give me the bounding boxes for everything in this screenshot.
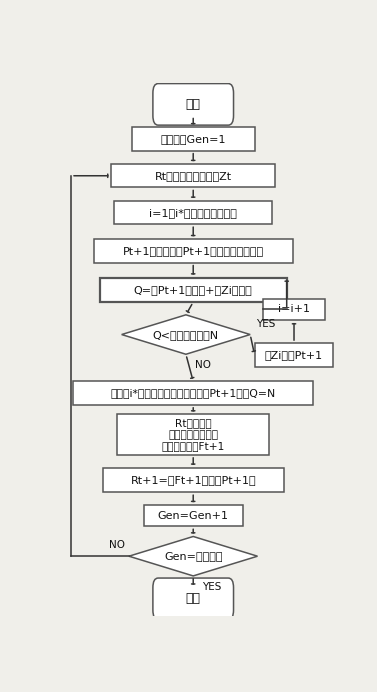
Text: Rt分层成非支配集合Zt: Rt分层成非支配集合Zt [155,171,232,181]
Text: 结束: 结束 [186,592,201,606]
Text: Q<精英保留个数N: Q<精英保留个数N [153,329,219,340]
Text: Gen=Gen+1: Gen=Gen+1 [158,511,229,520]
FancyBboxPatch shape [114,201,272,224]
Text: NO: NO [109,540,125,550]
Text: Rt剩余个体
选择、交叉、变异
生成子代种群Ft+1: Rt剩余个体 选择、交叉、变异 生成子代种群Ft+1 [162,418,225,451]
Text: NO: NO [195,360,211,370]
FancyBboxPatch shape [254,343,333,367]
Text: Gen=最大代数: Gen=最大代数 [164,552,222,561]
FancyBboxPatch shape [153,578,233,619]
Text: 开始: 开始 [186,98,201,111]
Text: i=i+1: i=i+1 [278,304,310,314]
FancyBboxPatch shape [100,277,287,302]
FancyBboxPatch shape [74,381,313,405]
FancyBboxPatch shape [117,415,269,455]
Text: YES: YES [202,582,221,592]
FancyBboxPatch shape [144,505,243,527]
Text: Rt+1=（Ft+1）并（Pt+1）: Rt+1=（Ft+1）并（Pt+1） [130,475,256,485]
FancyBboxPatch shape [112,164,275,188]
Text: Pt+1为空集合（Pt+1为精英保留种群）: Pt+1为空集合（Pt+1为精英保留种群） [123,246,264,256]
Text: i=1（i*为非支配层序号）: i=1（i*为非支配层序号） [149,208,237,217]
Text: 进化代数Gen=1: 进化代数Gen=1 [161,134,226,144]
FancyBboxPatch shape [264,299,325,320]
Text: Q=（Pt+1个数）+（Zi个数）: Q=（Pt+1个数）+（Zi个数） [134,285,253,295]
Polygon shape [122,315,250,354]
FancyBboxPatch shape [103,468,284,492]
Text: 按照第i*层拥挤度，从大到小放入Pt+1直到Q=N: 按照第i*层拥挤度，从大到小放入Pt+1直到Q=N [110,388,276,398]
FancyBboxPatch shape [153,84,233,125]
Polygon shape [129,536,257,576]
Text: 将Zi放入Pt+1: 将Zi放入Pt+1 [265,349,323,360]
Text: YES: YES [256,319,276,329]
FancyBboxPatch shape [132,127,254,151]
FancyBboxPatch shape [94,239,293,262]
